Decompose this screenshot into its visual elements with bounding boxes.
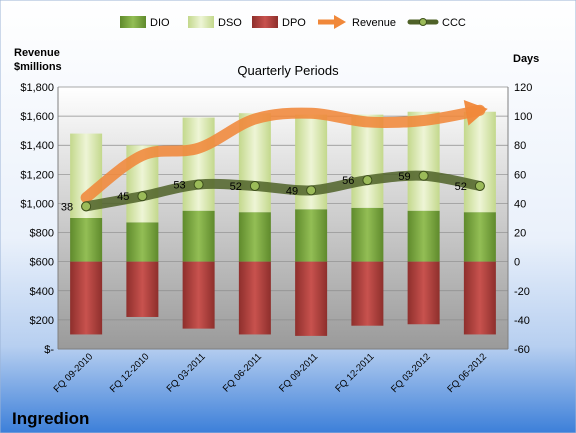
left-tick-label: $1,400 (20, 140, 54, 152)
ccc-marker (193, 179, 204, 190)
chart-title: Quarterly Periods (237, 63, 339, 78)
ccc-marker (362, 175, 373, 186)
ccc-marker (249, 180, 260, 191)
left-tick-label: $1,000 (20, 198, 54, 210)
bar-dso (182, 117, 215, 211)
bar-dpo (70, 261, 103, 335)
ccc-data-label: 49 (286, 185, 298, 197)
right-tick-label: 80 (514, 140, 526, 152)
company-name: Ingredion (12, 409, 89, 428)
left-tick-label: $200 (30, 315, 54, 327)
bars-layer (70, 111, 496, 336)
ccc-data-label: 38 (61, 201, 73, 213)
bar-dio (126, 222, 159, 262)
bar-dpo (238, 261, 271, 335)
legend-marker-ccc (419, 18, 427, 26)
left-axis-label-line1: Revenue (14, 47, 60, 59)
right-tick-label: -60 (514, 344, 530, 356)
right-tick-label: -20 (514, 286, 530, 298)
bar-dio (295, 209, 328, 262)
ccc-data-label: 52 (455, 181, 467, 193)
ccc-data-label: 52 (230, 181, 242, 193)
left-axis-label-line2: $millions (14, 61, 62, 73)
left-tick-label: $800 (30, 228, 54, 240)
right-tick-label: 20 (514, 228, 526, 240)
bar-dpo (407, 261, 440, 325)
bar-dio (351, 207, 384, 262)
legend-swatch-dso (188, 16, 214, 28)
bar-dpo (126, 261, 159, 317)
ccc-marker (137, 191, 148, 202)
right-tick-label: 120 (514, 82, 532, 94)
ccc-data-label: 56 (342, 175, 354, 187)
right-tick-label: -40 (514, 315, 530, 327)
bar-dpo (182, 261, 215, 329)
bar-dio (463, 212, 496, 262)
bar-dso (351, 114, 384, 208)
left-tick-label: $1,600 (20, 111, 54, 123)
left-tick-label: $- (44, 344, 54, 356)
ccc-data-label: 53 (173, 180, 185, 192)
bar-dpo (295, 261, 328, 336)
revenue-arrowhead (463, 99, 488, 126)
ccc-marker (474, 180, 485, 191)
right-tick-label: 60 (514, 169, 526, 181)
legend-label: DIO (150, 17, 170, 29)
left-tick-label: $1,800 (20, 82, 54, 94)
ccc-marker (418, 170, 429, 181)
bar-dpo (463, 261, 496, 335)
right-tick-label: 40 (514, 198, 526, 210)
ccc-data-label: 59 (398, 171, 410, 183)
revenue-line (80, 104, 486, 204)
bar-dso (407, 111, 440, 211)
legend-label: Revenue (352, 17, 396, 29)
right-tick-label: 0 (514, 257, 520, 269)
bar-dio (70, 218, 103, 262)
plot-area (58, 87, 508, 349)
bar-dio (238, 212, 271, 262)
legend-label: CCC (442, 17, 466, 29)
right-axis-label: Days (513, 53, 539, 65)
ccc-marker (306, 185, 317, 196)
legend-arrowhead-revenue (334, 15, 346, 29)
bar-dso (463, 111, 496, 213)
bar-dio (182, 210, 215, 262)
legend-label: DPO (282, 17, 306, 29)
legend-label: DSO (218, 17, 242, 29)
legend-swatch-dpo (252, 16, 278, 28)
left-tick-label: $400 (30, 286, 54, 298)
legend-swatch-dio (120, 16, 146, 28)
right-tick-label: 100 (514, 111, 532, 123)
left-tick-label: $1,200 (20, 169, 54, 181)
ccc-data-label: 45 (117, 191, 129, 203)
bar-dpo (351, 261, 384, 326)
ccc-marker (81, 201, 92, 212)
left-tick-label: $600 (30, 257, 54, 269)
bar-dio (407, 210, 440, 262)
legend: DIO DSO DPO Revenue CCC (120, 15, 466, 29)
lines-layer: 38 45 53 52 49 56 59 52 (61, 99, 488, 213)
